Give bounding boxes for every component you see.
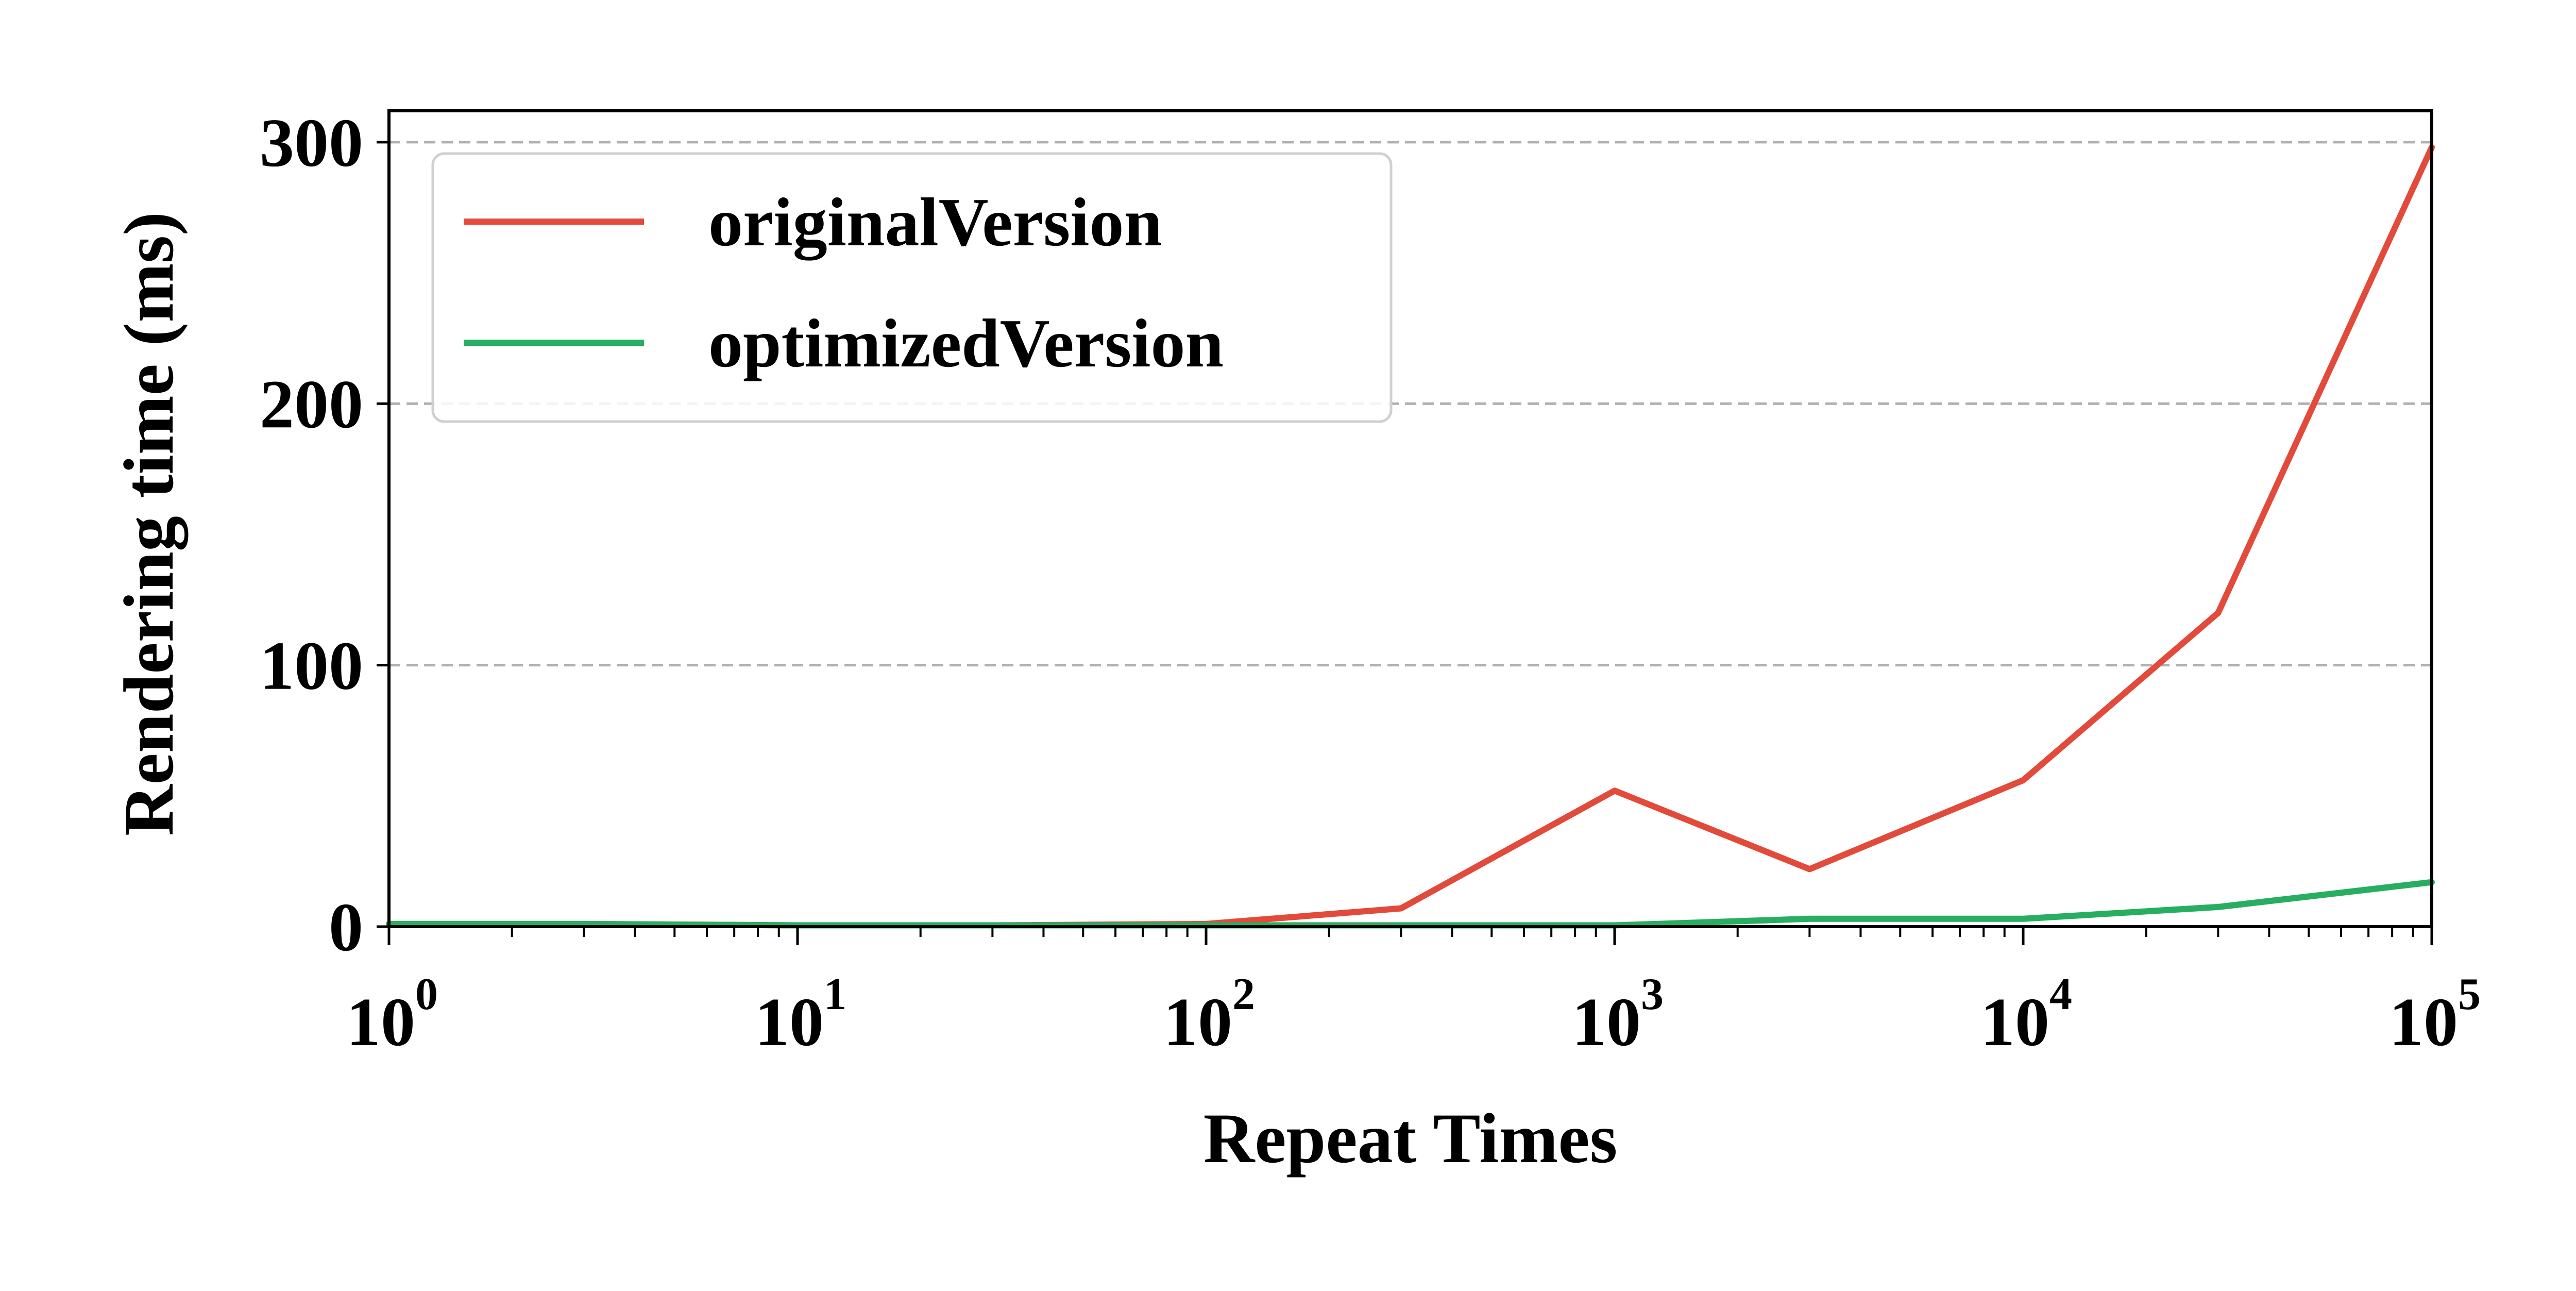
x-tick-exponent: 0 [415, 969, 438, 1019]
legend-label-original: originalVersion [708, 184, 1162, 261]
y-tick-label: 200 [260, 366, 363, 442]
y-tick-label: 100 [260, 628, 363, 704]
x-tick-label: 101 [755, 969, 846, 1060]
x-axis-title: Repeat Times [1204, 1099, 1618, 1178]
x-tick-label: 102 [1163, 969, 1255, 1060]
x-tick-label: 100 [346, 969, 438, 1060]
x-tick-base: 10 [755, 984, 824, 1060]
y-tick-label: 300 [260, 105, 363, 181]
x-tick-exponent: 3 [1641, 969, 1664, 1019]
legend: originalVersion optimizedVersion [431, 152, 1393, 423]
x-tick-exponent: 4 [2049, 969, 2072, 1019]
plot-frame [387, 109, 2433, 928]
x-tick-base: 10 [1980, 984, 2049, 1060]
x-tick-exponent: 2 [1232, 969, 1255, 1019]
x-tick-exponent: 5 [2458, 969, 2481, 1019]
y-tick-label: 0 [329, 889, 363, 965]
x-tick-label: 105 [2389, 969, 2481, 1060]
x-tick-base: 10 [2389, 984, 2458, 1060]
legend-box [431, 152, 1393, 423]
x-tick-label: 104 [1980, 969, 2072, 1060]
x-tick-label: 103 [1572, 969, 1664, 1060]
tick-layer [377, 141, 2433, 945]
x-tick-exponent: 1 [824, 969, 846, 1019]
legend-label-optimized: optimizedVersion [708, 305, 1224, 381]
x-tick-base: 10 [1163, 984, 1232, 1060]
y-axis-title: Rendering time (ms) [109, 212, 188, 836]
x-tick-base: 10 [1572, 984, 1641, 1060]
x-tick-base: 10 [346, 984, 415, 1060]
